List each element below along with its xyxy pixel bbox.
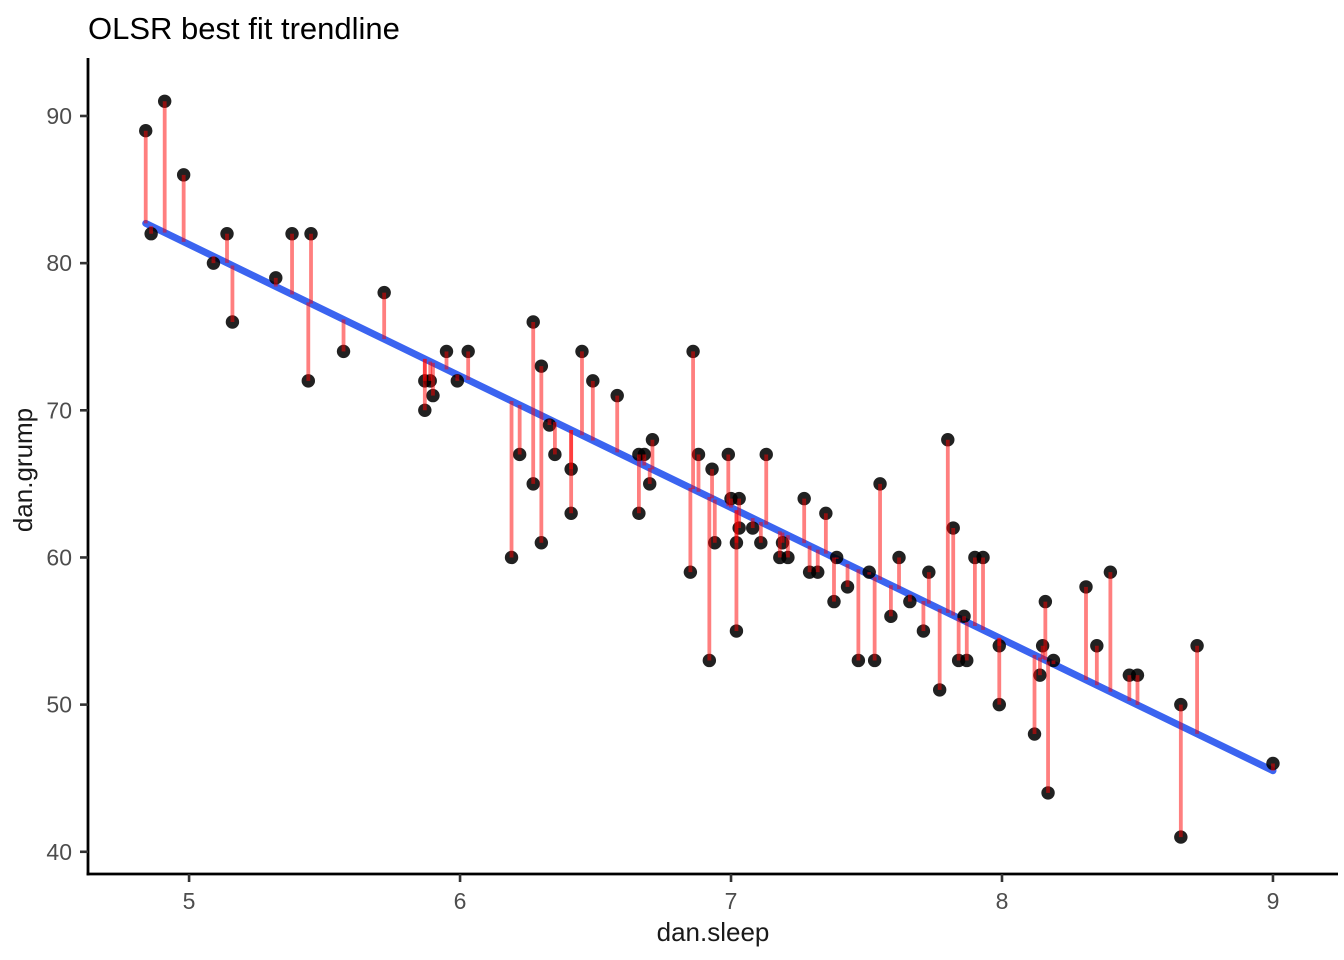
data-point: [575, 344, 589, 359]
chart-title: OLSR best fit trendline: [88, 11, 400, 46]
data-point: [637, 447, 652, 462]
ticks-layer: 5 6 7 8 9 40 50 60 70 80 90: [46, 103, 1279, 914]
data-point: [797, 491, 811, 506]
points-layer: [139, 94, 1280, 844]
data-point: [610, 388, 624, 403]
x-axis-title: dan.sleep: [657, 917, 770, 947]
data-point: [377, 285, 391, 300]
residuals-layer: [143, 101, 1275, 838]
data-point: [461, 344, 475, 359]
data-point: [732, 491, 746, 506]
y-axis-title: dan.grump: [8, 408, 38, 532]
x-tick-label: 5: [183, 888, 196, 914]
x-tick-label: 6: [454, 888, 467, 914]
axes-layer: [86, 58, 1338, 876]
data-point: [941, 433, 955, 447]
data-point: [439, 344, 454, 359]
x-tick-label: 9: [1267, 888, 1280, 914]
x-tick-label: 7: [725, 888, 738, 914]
data-point: [691, 447, 706, 462]
data-point: [686, 344, 700, 359]
y-tick-label: 40: [46, 839, 72, 865]
x-tick-label: 8: [996, 888, 1009, 914]
y-tick-label: 90: [46, 103, 72, 129]
data-point: [645, 433, 660, 447]
data-point: [759, 447, 773, 462]
y-tick-label: 50: [46, 692, 72, 718]
data-point: [721, 447, 736, 462]
y-tick-label: 80: [46, 250, 72, 276]
y-tick-label: 70: [46, 397, 72, 423]
y-tick-label: 60: [46, 544, 72, 570]
